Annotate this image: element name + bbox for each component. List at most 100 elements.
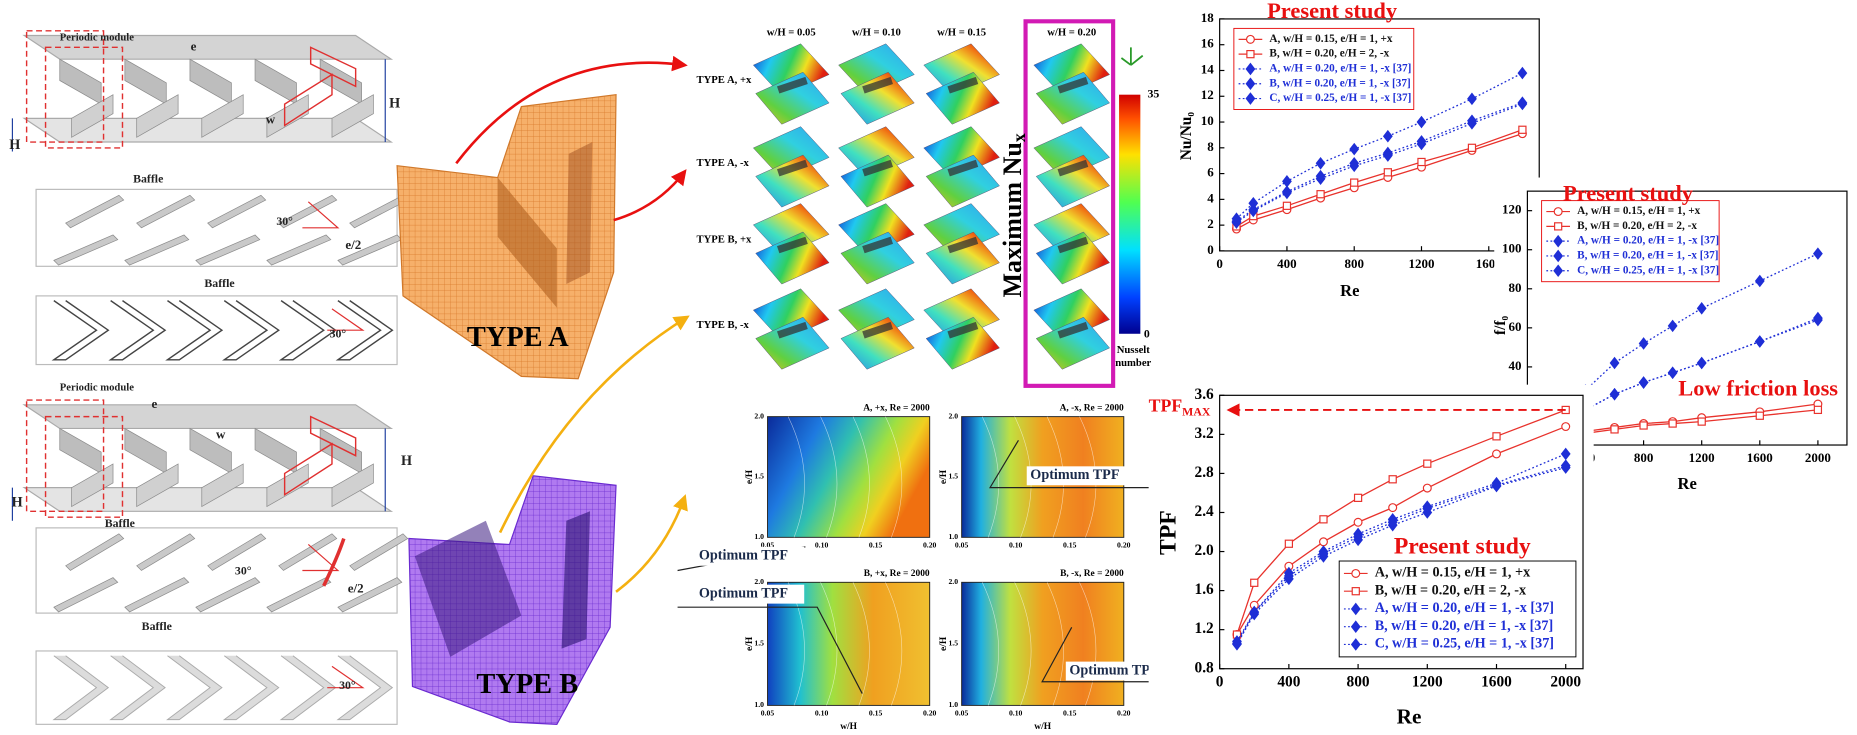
mesh-b-baffle xyxy=(414,520,522,657)
diagram-label: Periodic module xyxy=(60,32,134,43)
marker xyxy=(1813,405,1823,415)
baffle xyxy=(124,58,167,105)
annotation-bg xyxy=(1026,466,1136,486)
x-tick-label: 1200 xyxy=(1412,673,1443,690)
baffle xyxy=(266,577,332,613)
annotation-bg xyxy=(1065,661,1175,681)
marker xyxy=(1282,201,1292,210)
contour-tile xyxy=(1035,231,1110,285)
legend-box xyxy=(1338,560,1577,658)
legend-box xyxy=(1541,200,1720,283)
contour-tile xyxy=(925,316,1000,370)
legend-entry: B, w/H = 0.20, e/H = 2, -x xyxy=(1577,220,1697,232)
marker xyxy=(1560,459,1571,472)
marker xyxy=(1518,125,1527,134)
marker xyxy=(1249,605,1260,619)
marker xyxy=(1422,502,1433,515)
y-tick-label: 6 xyxy=(1207,165,1214,180)
annotation: Optimum TPF xyxy=(1069,662,1158,678)
map-title: A, -x, Re = 2000 xyxy=(1060,404,1124,414)
baffle-hatch xyxy=(947,76,979,94)
annotation: Optimum TPF xyxy=(699,548,788,564)
marker xyxy=(1553,264,1564,278)
map-y-tick: 2.0 xyxy=(948,577,958,586)
marker xyxy=(1492,432,1501,441)
marker xyxy=(1492,449,1502,459)
map-x-tick: 0.05 xyxy=(955,540,969,549)
marker xyxy=(1231,212,1242,225)
marker xyxy=(1517,97,1528,111)
contour-line xyxy=(1079,582,1097,706)
channel-outline xyxy=(35,188,398,267)
marker xyxy=(1282,186,1292,200)
baffle-hatch xyxy=(947,236,979,254)
marker xyxy=(1813,247,1823,260)
map-x-tick: 0.20 xyxy=(923,540,937,549)
map-ylabel: e/H xyxy=(939,469,949,484)
diagram-label: e/2 xyxy=(348,580,364,595)
x-tick-label: 800 xyxy=(1634,450,1653,465)
baffle xyxy=(71,463,114,508)
map-x-tick: 0.05 xyxy=(761,708,775,717)
y-tick-label: 10 xyxy=(1201,113,1214,128)
baffle-hatch xyxy=(1057,159,1089,177)
baffle xyxy=(65,533,125,571)
y-tick-label: 16 xyxy=(1201,36,1215,51)
y-tick-label: 0 xyxy=(1207,242,1214,257)
marker xyxy=(1416,137,1427,151)
annotation: Optimum TPF xyxy=(1030,467,1119,483)
baffle xyxy=(254,427,297,475)
y-tick-label: 8 xyxy=(1207,139,1214,154)
y-tick-label: 0.8 xyxy=(1195,659,1215,676)
chevron-baffle xyxy=(51,300,110,361)
plot-frame xyxy=(1219,394,1584,670)
marker xyxy=(1382,129,1393,143)
y-tick-label: 100 xyxy=(1502,241,1522,256)
contour-tile xyxy=(755,154,830,208)
chevron-baffle xyxy=(52,655,110,721)
marker xyxy=(1554,222,1563,231)
baffle-hatch xyxy=(862,236,893,254)
chevron-baffle xyxy=(165,300,224,361)
x-tick-label: 800 xyxy=(1344,256,1364,271)
map-y-tick: 1.0 xyxy=(948,700,958,709)
map-y-tick: 1.0 xyxy=(754,532,764,541)
contour-tile xyxy=(925,154,1000,208)
y-tick-label: 2.0 xyxy=(1195,542,1215,559)
map-y-tick: 2.0 xyxy=(754,577,764,586)
contour-tile xyxy=(840,71,915,125)
baffle-hatch xyxy=(777,159,808,177)
colorbar-min: 0 xyxy=(1144,327,1150,341)
marker xyxy=(1318,547,1329,560)
y-tick-label: 12 xyxy=(1201,87,1214,102)
chevron-baffle xyxy=(109,655,166,721)
map-x-tick: 0.10 xyxy=(815,708,829,717)
map-x-tick: 0.10 xyxy=(1009,708,1023,717)
series-line xyxy=(1236,103,1523,224)
marker xyxy=(1351,568,1361,578)
contour-title-main: Maximum Nu xyxy=(998,142,1027,297)
diagram-label: 30° xyxy=(330,327,347,341)
angle-arc xyxy=(327,308,365,331)
baffle xyxy=(278,194,338,229)
baffle xyxy=(201,463,244,508)
marker xyxy=(1667,319,1678,333)
diagram-label: 30° xyxy=(339,678,356,692)
series-line xyxy=(1236,466,1566,645)
diagram-label: w xyxy=(216,427,226,442)
map-x-tick: 0.15 xyxy=(869,708,883,717)
chart-title: Present study xyxy=(1563,180,1694,205)
marker xyxy=(1245,92,1256,105)
marker xyxy=(1232,637,1242,650)
marker xyxy=(1755,411,1764,420)
y-tick-label: 4 xyxy=(1207,190,1214,205)
top-plate xyxy=(22,34,394,60)
marker xyxy=(1316,190,1325,199)
annotation-sub: MAX xyxy=(1182,404,1211,418)
baffle-hatch xyxy=(1057,76,1089,94)
y-tick-label: 120 xyxy=(1502,202,1522,217)
marker xyxy=(1696,302,1707,315)
marker xyxy=(1754,274,1765,288)
map-ylabel: e/H xyxy=(939,636,949,651)
plot-frame xyxy=(1219,18,1540,252)
